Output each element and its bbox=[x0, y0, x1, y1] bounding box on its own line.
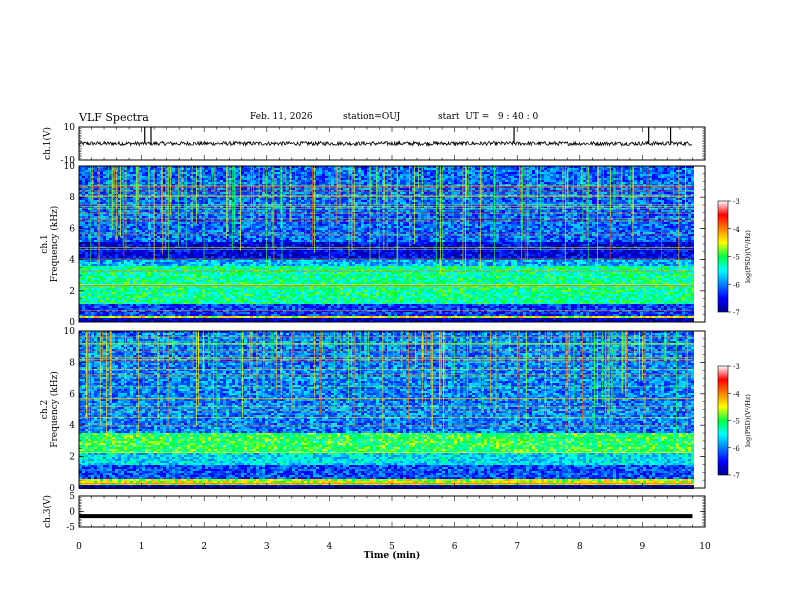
ch1-spectrogram-colorbar-tick: -5 bbox=[733, 254, 740, 262]
ch1-waveform-ytick-label: 10 bbox=[64, 123, 76, 133]
ch2-spectrogram-colorbar-tick: -4 bbox=[733, 390, 740, 398]
ch2-spectrogram-ytick-label: 2 bbox=[69, 453, 75, 463]
ch2-channel-label: ch.2 bbox=[40, 400, 50, 419]
ch3-waveform-ytick-label: -5 bbox=[66, 523, 75, 533]
ch3-waveform-ytick-label: 5 bbox=[69, 492, 75, 502]
xtick-label: 6 bbox=[452, 542, 458, 552]
xtick-label: 1 bbox=[139, 542, 145, 552]
xtick-label: 7 bbox=[514, 542, 520, 552]
xtick-label: 8 bbox=[577, 542, 583, 552]
ch1-channel-label: ch.1 bbox=[40, 234, 50, 253]
ch2-spectrogram-colorbar: -3 -4 -5 -6 -7 log(PSD)(V²/Hz) bbox=[718, 363, 752, 480]
ch1-spectrogram-colorbar: -3 -4 -5 -6 -7 log(PSD)(V²/Hz) bbox=[718, 198, 752, 317]
ch2-spectrogram-ytick-label: 6 bbox=[69, 390, 75, 400]
ch2-spectrogram-colorbar-tick: -3 bbox=[733, 363, 740, 371]
ch1-waveform-ylabel: ch.1(V) bbox=[42, 127, 53, 160]
ch2-spectrogram-ytick-label: 4 bbox=[69, 421, 75, 431]
ch1-spectrogram-ytick-label: 4 bbox=[69, 256, 75, 266]
ch1-spectrogram-ytick-label: 2 bbox=[69, 287, 75, 297]
xtick-label: 9 bbox=[640, 542, 646, 552]
ch1-spectrogram-ytick-label: 6 bbox=[69, 224, 75, 234]
ch1-spectrogram-ylabel: Frequency (kHz) bbox=[49, 206, 60, 283]
ch3-waveform-ytick-label: 0 bbox=[69, 508, 75, 518]
ch1-waveform-trace bbox=[79, 127, 692, 146]
ch2-spectrogram-ytick-label: 10 bbox=[64, 327, 76, 337]
xtick-label: 0 bbox=[76, 542, 82, 552]
ch1-spectrogram-colorbar-tick: -7 bbox=[733, 309, 740, 317]
ch2-spectrogram-ylabel: Frequency (kHz) bbox=[49, 371, 60, 448]
ch1-spectrogram-ytick-label: 8 bbox=[69, 193, 75, 203]
x-axis-label: Time (min) bbox=[364, 550, 421, 561]
xtick-label: 2 bbox=[201, 542, 207, 552]
ch1-spectrogram bbox=[79, 166, 694, 322]
ch2-spectrogram bbox=[79, 331, 694, 489]
xtick-label: 4 bbox=[327, 542, 333, 552]
ch1-spectrogram-colorbar-label: log(PSD)(V²/Hz) bbox=[744, 230, 752, 283]
ch2-spectrogram-ytick-label: 8 bbox=[69, 358, 75, 368]
ch3-waveform-ylabel: ch.3(V) bbox=[42, 495, 53, 528]
ch1-spectrogram-ytick-label: 10 bbox=[64, 162, 76, 172]
ch2-spectrogram-colorbar-label: log(PSD)(V²/Hz) bbox=[744, 394, 752, 447]
ch1-spectrogram-colorbar-tick: -3 bbox=[733, 198, 740, 206]
ch2-spectrogram-colorbar-tick: -7 bbox=[733, 472, 740, 480]
ch2-spectrogram-colorbar-tick: -6 bbox=[733, 445, 740, 453]
ch1-spectrogram-colorbar-tick: -6 bbox=[733, 281, 740, 289]
ch2-spectrogram-colorbar-tick: -5 bbox=[733, 418, 740, 426]
xtick-label: 10 bbox=[699, 542, 711, 552]
ch1-spectrogram-colorbar-tick: -4 bbox=[733, 226, 740, 234]
xtick-label: 3 bbox=[264, 542, 270, 552]
